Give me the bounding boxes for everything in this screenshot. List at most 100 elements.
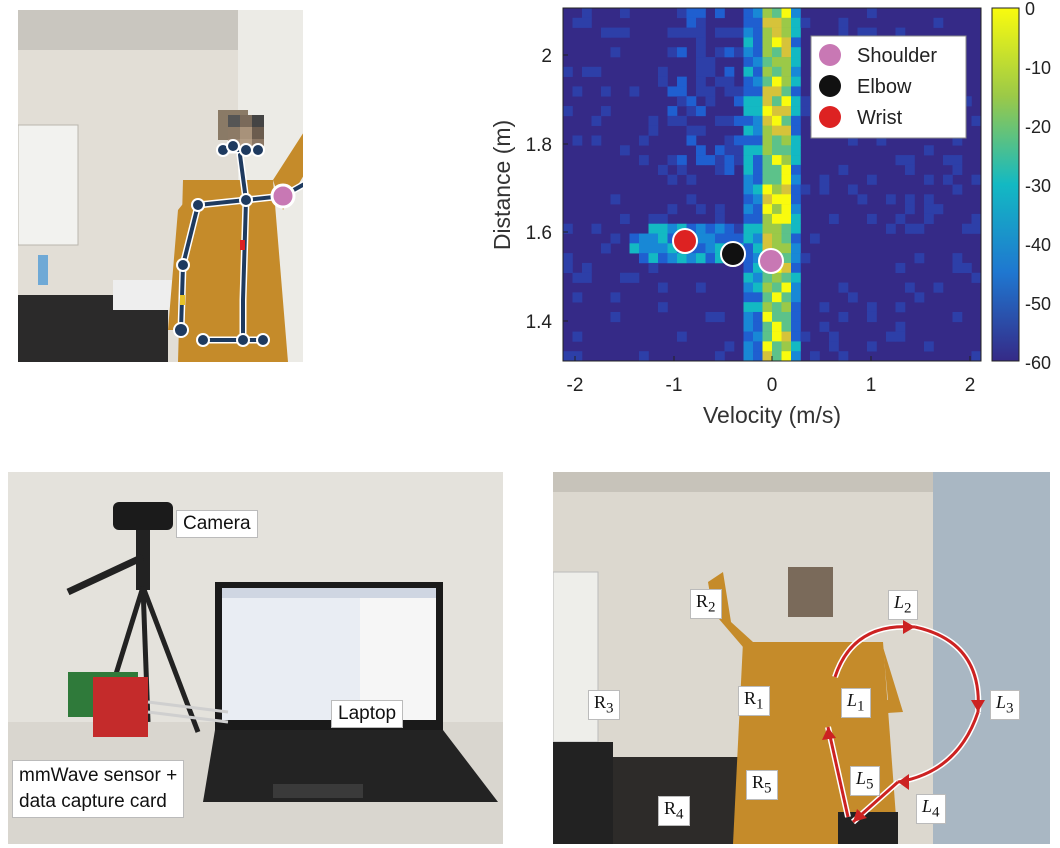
heatmap-cell xyxy=(914,253,925,264)
heatmap-cell xyxy=(696,86,706,97)
heatmap-cell xyxy=(895,331,906,342)
heatmap-cell xyxy=(772,311,782,323)
legend-label: Wrist xyxy=(857,107,903,129)
heatmap-cell xyxy=(724,135,735,146)
heatmap-cell xyxy=(753,57,763,68)
heatmap-cell xyxy=(762,292,773,303)
heatmap-cell xyxy=(572,17,583,28)
heatmap-cell xyxy=(743,96,754,107)
heatmap-cell xyxy=(696,125,706,136)
heatmap-cell xyxy=(838,27,849,38)
heatmap-cell xyxy=(791,8,801,19)
heatmap-cell xyxy=(743,184,754,195)
heatmap-cell xyxy=(610,311,621,323)
heatmap-cell xyxy=(696,233,706,244)
heatmap-cell xyxy=(715,204,725,215)
heatmap-cell xyxy=(734,47,744,58)
heatmap-cell xyxy=(743,262,754,274)
heatmap-cell xyxy=(838,282,849,293)
sensor-label: mmWave sensor + data capture card xyxy=(12,760,185,818)
heatmap-cell xyxy=(753,233,763,244)
heatmap-cell xyxy=(715,311,725,323)
heatmap-cell xyxy=(781,96,792,107)
heatmap-cell xyxy=(943,174,953,185)
heatmap-cell xyxy=(971,272,982,283)
heatmap-cell xyxy=(639,243,649,254)
heatmap-cell xyxy=(743,145,754,156)
label-base: R xyxy=(696,591,709,611)
heatmap-cell xyxy=(772,282,782,293)
setup-photo: Camera Laptop mmWave sensor + data captu… xyxy=(8,472,503,844)
heatmap-cell xyxy=(791,331,801,342)
heatmap-cell xyxy=(810,233,820,244)
heatmap-cell xyxy=(743,331,754,342)
heatmap-cell xyxy=(781,115,792,126)
heatmap-cell xyxy=(772,155,782,166)
heatmap-cell xyxy=(848,292,858,303)
heatmap-cell xyxy=(753,155,763,166)
heatmap-cell xyxy=(743,321,754,332)
heatmap-cell xyxy=(924,194,934,205)
heatmap-cell xyxy=(781,37,792,48)
camera-label: Camera xyxy=(176,510,258,538)
heatmap-cell xyxy=(781,213,792,225)
heatmap-cell xyxy=(572,86,583,97)
heatmap-cell xyxy=(772,174,782,185)
label-sub: 5 xyxy=(866,776,874,793)
heatmap-cell xyxy=(867,27,877,38)
heatmap-cell xyxy=(677,76,687,87)
heatmap-cell xyxy=(753,106,763,117)
heatmap-cell xyxy=(686,135,697,146)
heatmap-cell xyxy=(762,115,773,126)
gesture-label-r5: R5 xyxy=(746,770,778,800)
heatmap-cell xyxy=(724,164,735,175)
heatmap-cell xyxy=(743,76,754,87)
heatmap-cell xyxy=(734,27,744,38)
heatmap-cell xyxy=(639,233,649,244)
heatmap-cell xyxy=(781,311,792,323)
colorbar-tick: -40 xyxy=(1025,235,1051,255)
colorbar: 0 -10 -20 -30 -40 -50 -60 xyxy=(991,0,1051,373)
heatmap-cell xyxy=(781,164,792,175)
colorbar-tick: -50 xyxy=(1025,294,1051,314)
heatmap-cell xyxy=(791,233,801,244)
heatmap-cell xyxy=(762,204,773,215)
heatmap-cell xyxy=(724,233,735,244)
heatmap-cell xyxy=(648,115,659,126)
heatmap-cell xyxy=(762,184,773,195)
heatmap-cell xyxy=(753,213,763,225)
laptop-label: Laptop xyxy=(331,700,404,728)
heatmap-cell xyxy=(800,331,811,342)
heatmap-cell xyxy=(867,302,877,313)
heatmap-svg: 2 1.8 1.6 1.4 -2 -1 0 1 2 Velocity (m/s)… xyxy=(489,0,1051,428)
heatmap-cell xyxy=(743,302,754,313)
heatmap-cell xyxy=(791,262,801,274)
heatmap-cell xyxy=(781,272,792,283)
heatmap-cell xyxy=(724,66,735,77)
heatmap-cell xyxy=(753,243,763,254)
heatmap-cell xyxy=(962,262,972,274)
heatmap-cell xyxy=(848,135,858,146)
heatmap-cell xyxy=(867,174,877,185)
heatmap-cell xyxy=(772,302,782,313)
heatmap-cell xyxy=(810,351,820,362)
heatmap-cell xyxy=(762,233,773,244)
heatmap-cell xyxy=(677,155,687,166)
heatmap-cell xyxy=(591,66,602,77)
heatmap-cell xyxy=(610,27,621,38)
heatmap-cell xyxy=(962,96,972,107)
heatmap-cell xyxy=(743,155,754,166)
heatmap-cell xyxy=(572,292,583,303)
heatmap-cell xyxy=(743,8,754,19)
shoulder-marker xyxy=(758,248,784,274)
heatmap-cell xyxy=(582,272,592,283)
gesture-label-r3: R3 xyxy=(588,690,620,720)
legend: Shoulder Elbow Wrist xyxy=(810,35,967,139)
heatmap-cell xyxy=(648,253,659,264)
sensor-label-line1: mmWave sensor + xyxy=(19,765,178,786)
heatmap-cell xyxy=(791,253,801,264)
heatmap-cell xyxy=(743,292,754,303)
heatmap-cell xyxy=(895,262,906,274)
heatmap-cell xyxy=(724,27,735,38)
heatmap-cell xyxy=(819,174,830,185)
